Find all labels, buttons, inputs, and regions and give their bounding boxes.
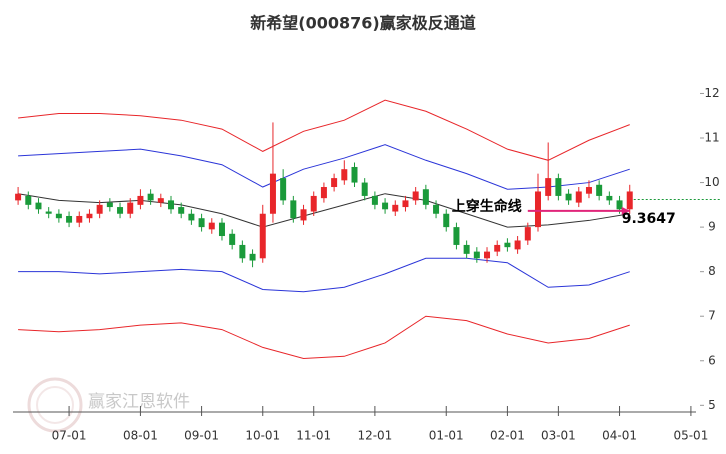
- candle-body: [55, 213, 62, 219]
- candle-body: [504, 242, 511, 248]
- y-tick-label: 5: [708, 398, 716, 412]
- candle-body: [443, 213, 450, 228]
- candle-body: [494, 244, 501, 252]
- candle-body: [15, 193, 22, 201]
- candle-body: [137, 195, 144, 205]
- candle-body: [218, 222, 225, 237]
- candle-body: [392, 204, 399, 212]
- candle-body: [66, 215, 73, 223]
- candle-body: [117, 207, 124, 214]
- candle-body: [259, 213, 266, 259]
- candle-body: [575, 191, 582, 203]
- candle-body: [239, 244, 246, 259]
- candle-body: [331, 178, 338, 188]
- channel-line: [18, 144, 630, 190]
- candle-body: [86, 213, 93, 219]
- candle-body: [555, 178, 562, 196]
- candle-body: [269, 173, 276, 214]
- candle-body: [606, 195, 613, 201]
- candle-body: [320, 187, 327, 199]
- candle-body: [280, 178, 287, 201]
- candle-body: [290, 200, 297, 219]
- candle-body: [534, 191, 541, 228]
- candle-body: [208, 222, 215, 230]
- candle-body: [463, 244, 470, 254]
- candle-body: [351, 166, 358, 183]
- signal-arrow: [621, 206, 630, 215]
- candle-body: [35, 202, 42, 210]
- channel-line: [18, 99, 630, 161]
- watermark-logo: [27, 377, 83, 433]
- candle-body: [616, 200, 623, 210]
- x-tick-label: 10-01: [245, 429, 280, 443]
- candle-body: [127, 202, 134, 214]
- candle-body: [565, 193, 572, 201]
- x-tick-label: 12-01: [357, 429, 392, 443]
- chart-title: 新希望(000876)赢家极反通道: [250, 14, 475, 33]
- candle-body: [300, 209, 307, 221]
- candle-body: [524, 227, 531, 241]
- candle-body: [229, 233, 236, 245]
- candle-body: [433, 204, 440, 214]
- x-tick-label: 07-01: [52, 429, 87, 443]
- y-tick-label: 7: [708, 309, 716, 323]
- x-tick-label: 02-01: [490, 429, 525, 443]
- candle-body: [188, 213, 195, 221]
- candle-body: [45, 211, 52, 214]
- y-tick-label: 10: [704, 175, 719, 189]
- x-tick-label: 01-01: [429, 429, 464, 443]
- candle-body: [514, 240, 521, 250]
- watermark-circle: [27, 377, 83, 433]
- candle-body: [361, 182, 368, 196]
- candle-body: [484, 251, 491, 259]
- candle-body: [168, 200, 175, 210]
- signal-text: 上穿生命线: [452, 198, 522, 215]
- channel-line: [18, 315, 630, 360]
- candle-body: [545, 178, 552, 196]
- candle-body: [341, 169, 348, 181]
- watermark-text: 赢家江恩软件: [88, 392, 190, 412]
- candle-body: [422, 189, 429, 205]
- candle-body: [76, 215, 83, 223]
- candle-body: [626, 191, 633, 210]
- candle-body: [473, 251, 480, 259]
- candle-body: [249, 253, 256, 261]
- candle-body: [25, 195, 32, 205]
- y-tick-label: 12: [704, 86, 719, 100]
- candle-body: [382, 202, 389, 210]
- channel-line: [18, 257, 630, 293]
- y-tick-label: 11: [704, 131, 719, 145]
- x-tick-label: 05-01: [673, 429, 708, 443]
- x-tick-label: 09-01: [184, 429, 219, 443]
- signal-value: 9.3647: [622, 211, 676, 227]
- y-tick-label: 6: [708, 353, 716, 367]
- candle-body: [585, 187, 592, 194]
- candle-body: [96, 204, 103, 214]
- x-tick-label: 03-01: [541, 429, 576, 443]
- candle-body: [178, 207, 185, 214]
- x-tick-label: 08-01: [123, 429, 158, 443]
- candle-body: [412, 191, 419, 201]
- candle-body: [596, 184, 603, 196]
- y-tick-label: 9: [708, 220, 716, 234]
- candle-body: [453, 227, 460, 245]
- y-tick-label: 8: [708, 264, 716, 278]
- x-tick-label: 04-01: [602, 429, 637, 443]
- candle-body: [198, 218, 205, 228]
- candle-body: [402, 200, 409, 208]
- candle-body: [157, 198, 164, 203]
- candle-body: [106, 202, 113, 208]
- watermark-circle-inner: [36, 386, 74, 424]
- candle-body: [147, 193, 154, 201]
- x-tick-label: 11-01: [296, 429, 331, 443]
- candle-body: [310, 195, 317, 212]
- candle-body: [371, 195, 378, 205]
